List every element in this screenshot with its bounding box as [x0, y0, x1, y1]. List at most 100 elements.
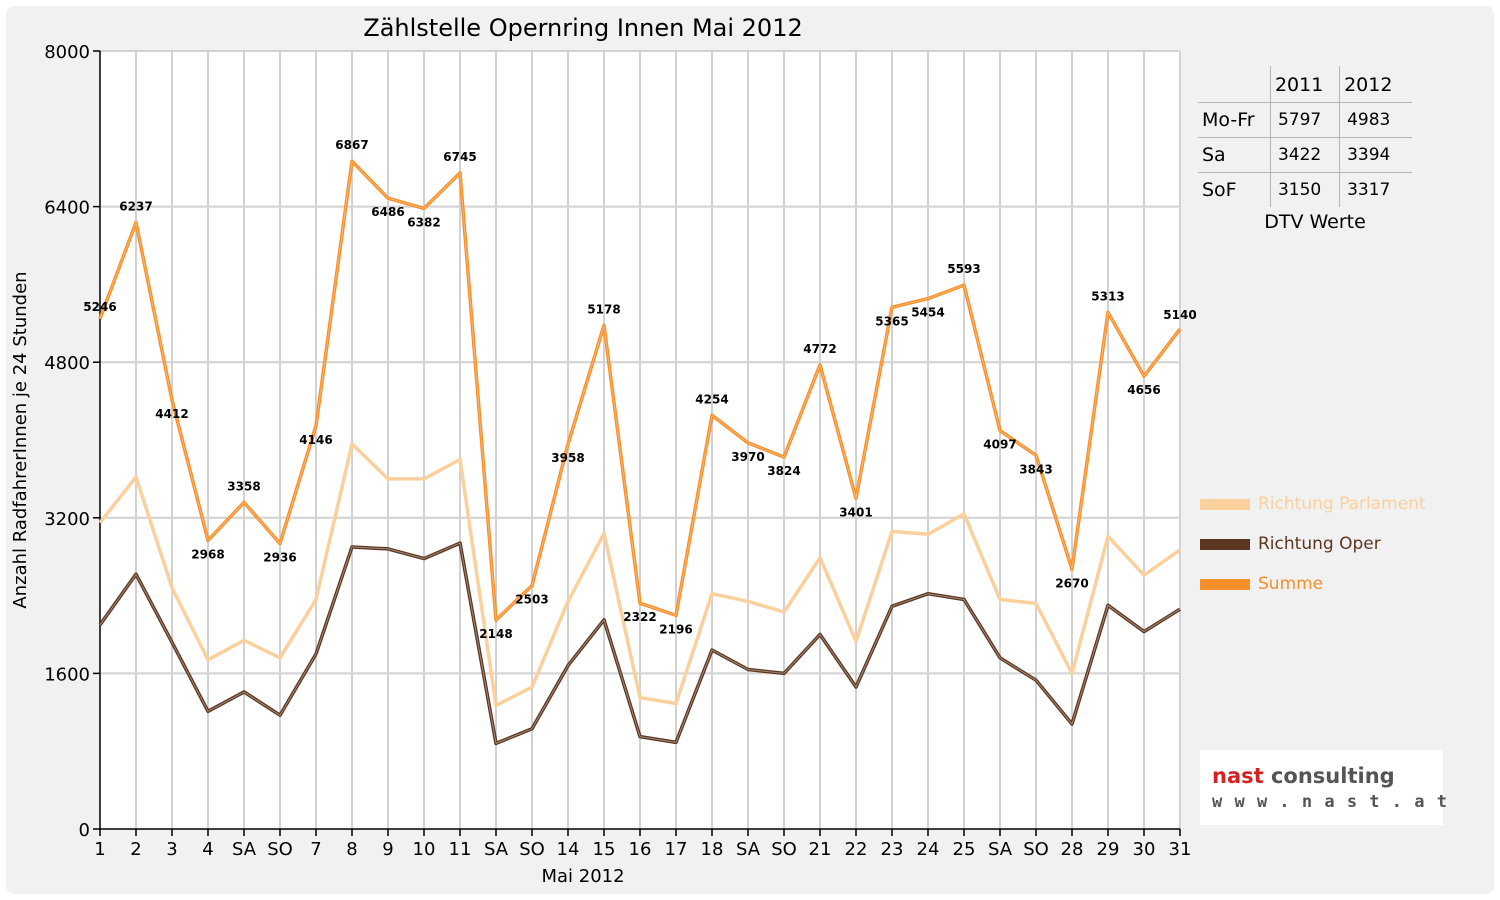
data-label: 4412 — [155, 407, 188, 421]
legend-label-oper: Richtung Oper — [1258, 534, 1381, 554]
dtv-row-sof: SoF 3150 3317 — [1198, 172, 1412, 207]
y-tick-label: 3200 — [44, 509, 90, 530]
logo-name-prefix: nast — [1212, 764, 1264, 788]
dtv-header-row: 2011 2012 — [1198, 66, 1412, 103]
nast-consulting-logo: nast consulting w w w . n a s t . a t — [1200, 750, 1447, 825]
x-tick-label: 2 — [130, 839, 141, 860]
y-axis-title: Anzahl RadfahrerInnen je 24 Stunden — [10, 271, 31, 608]
data-label: 5140 — [1163, 308, 1196, 322]
legend-item-oper: Richtung Oper — [1200, 534, 1381, 554]
legend-label-parlament: Richtung Parlament — [1258, 494, 1426, 514]
y-tick-label: 6400 — [44, 198, 90, 219]
data-label: 2936 — [263, 550, 296, 564]
dtv-header-2011: 2011 — [1269, 66, 1340, 103]
data-label: 5178 — [587, 302, 620, 316]
series-line — [98, 442, 1182, 708]
y-tick-label: 0 — [79, 820, 90, 841]
x-axis-title: Mai 2012 — [541, 866, 624, 887]
series-line-highlight — [99, 542, 1181, 744]
x-tick-label: SO — [519, 839, 545, 860]
dtv-value-2011: 3422 — [1269, 137, 1340, 173]
x-tick-label: 8 — [346, 839, 357, 860]
x-tick-label: SA — [484, 839, 509, 860]
data-label: 2148 — [479, 627, 512, 641]
data-label: 3401 — [839, 505, 872, 519]
legend-swatch-summe — [1200, 578, 1250, 590]
chart-title: Zählstelle Opernring Innen Mai 2012 — [363, 14, 803, 42]
legend-label-summe: Summe — [1258, 574, 1324, 594]
data-label: 3824 — [767, 464, 800, 478]
x-tick-label: 18 — [701, 839, 724, 860]
dtv-value-2012: 3394 — [1339, 137, 1412, 173]
dtv-row-label: Mo-Fr — [1198, 102, 1271, 138]
series-line-highlight — [99, 160, 1181, 621]
data-label: 3358 — [227, 479, 260, 493]
dtv-header-2012: 2012 — [1339, 66, 1412, 103]
data-label: 2322 — [623, 610, 656, 624]
data-label: 4772 — [803, 342, 836, 356]
x-tick-label: 9 — [382, 839, 393, 860]
data-label: 6382 — [407, 215, 440, 229]
dtv-row-label: SoF — [1202, 179, 1237, 201]
data-label: 6867 — [335, 138, 368, 152]
data-label: 6745 — [443, 150, 476, 164]
dtv-table-panel: 2011 2012 Mo-Fr 5797 4983 Sa 3422 3394 S… — [1198, 66, 1412, 233]
data-label: 3958 — [551, 451, 584, 465]
y-tick-label: 4800 — [44, 353, 90, 374]
dtv-row-mofr: Mo-Fr 5797 4983 — [1198, 102, 1412, 138]
dtv-value-2011: 3150 — [1269, 172, 1340, 207]
dtv-value-2011: 5797 — [1269, 102, 1340, 138]
dtv-caption: DTV Werte — [1264, 211, 1366, 233]
y-tick-label: 1600 — [44, 664, 90, 685]
data-label: 3843 — [1019, 462, 1052, 476]
legend-swatch-parlament — [1200, 498, 1250, 510]
dtv-value-2012: 4983 — [1339, 102, 1412, 138]
logo-url: w w w . n a s t . a t — [1212, 792, 1448, 812]
legend-item-parlament: Richtung Parlament — [1200, 494, 1426, 514]
data-label: 2503 — [515, 593, 548, 607]
x-tick-label: 21 — [809, 839, 832, 860]
dtv-row-label: Sa — [1198, 137, 1271, 173]
data-label: 4097 — [983, 438, 1016, 452]
x-tick-label: 29 — [1097, 839, 1120, 860]
data-label: 2968 — [191, 547, 224, 561]
x-tick-label: 3 — [166, 839, 177, 860]
x-tick-label: 23 — [881, 839, 904, 860]
x-tick-label: SO — [771, 839, 797, 860]
data-label: 3970 — [731, 450, 764, 464]
x-tick-label: SO — [1023, 839, 1049, 860]
x-tick-label: 7 — [310, 839, 321, 860]
data-label: 2670 — [1055, 576, 1088, 590]
data-label: 5593 — [947, 262, 980, 276]
x-tick-label: 14 — [557, 839, 580, 860]
data-label: 5313 — [1091, 289, 1124, 303]
x-tick-label: 11 — [449, 839, 472, 860]
x-tick-label: 31 — [1169, 839, 1192, 860]
data-label: 2196 — [659, 622, 692, 636]
x-tick-label: 4 — [202, 839, 213, 860]
data-label: 5454 — [911, 306, 944, 320]
x-tick-label: SA — [988, 839, 1013, 860]
x-tick-label: 10 — [413, 839, 436, 860]
x-tick-label: 1 — [94, 839, 105, 860]
data-label: 5365 — [875, 314, 908, 328]
dtv-table: 2011 2012 Mo-Fr 5797 4983 Sa 3422 3394 S… — [1198, 66, 1412, 207]
data-label: 4146 — [299, 433, 332, 447]
x-tick-label: 25 — [953, 839, 976, 860]
x-tick-label: 17 — [665, 839, 688, 860]
y-tick-label: 8000 — [44, 42, 90, 63]
data-label: 4254 — [695, 392, 728, 406]
data-label: 4656 — [1127, 383, 1160, 397]
data-label: 6486 — [371, 205, 404, 219]
x-tick-label: SO — [267, 839, 293, 860]
data-label: 5246 — [83, 300, 116, 314]
dtv-row-sa: Sa 3422 3394 — [1198, 137, 1412, 173]
logo-name-suffix: consulting — [1263, 764, 1395, 788]
dtv-header-empty — [1198, 66, 1271, 103]
x-tick-label: SA — [736, 839, 761, 860]
x-tick-label: 16 — [629, 839, 652, 860]
data-label: 6237 — [119, 199, 152, 213]
logo-name: nast consulting — [1212, 764, 1395, 788]
legend-swatch-oper — [1200, 538, 1250, 550]
